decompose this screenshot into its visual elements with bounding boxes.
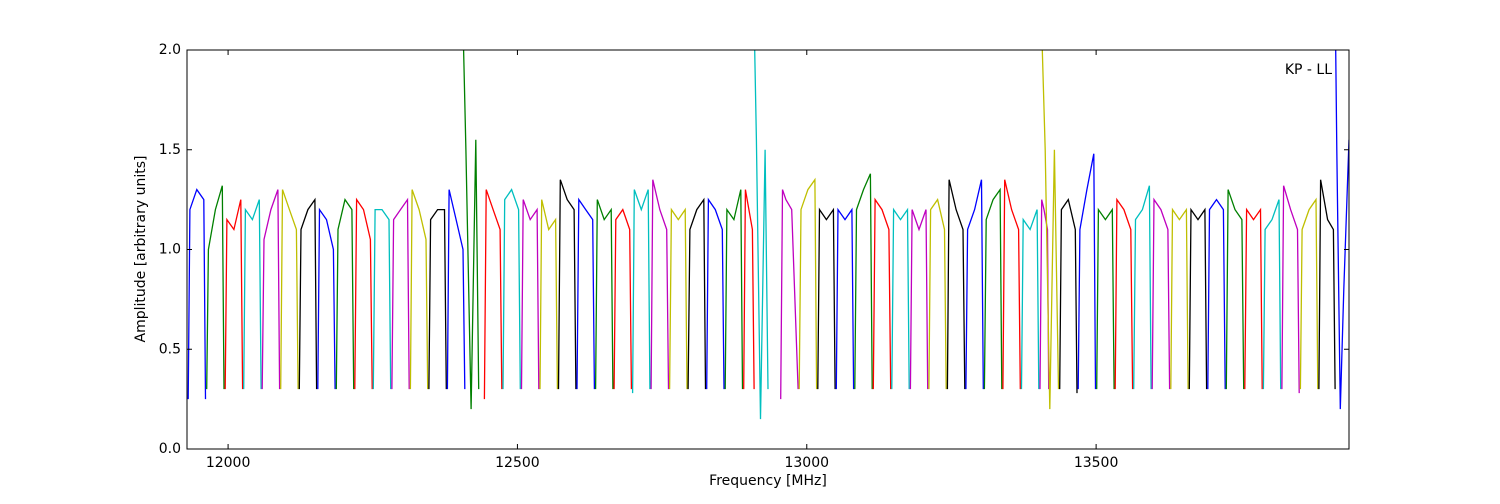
spectrum-line [1281,185,1300,394]
spectrum-line [1133,185,1152,390]
spectrum-line [1077,153,1097,390]
axes-frame [186,49,1350,450]
spectrum-line [1114,197,1134,390]
y-axis-label: Amplitude [arbitrary units] [133,156,149,343]
spectrum-line [1225,189,1245,390]
spectrum-line [206,185,225,390]
spectrum-line [854,173,873,390]
spectrum-line [1318,179,1336,390]
spectrum-line [909,209,929,390]
plot-area [187,50,1349,420]
spectrum-line [1059,198,1078,394]
spectrum-line [1335,50,1349,410]
spectrum-line [1020,209,1040,390]
spectrum-line [798,177,818,390]
spectrum-line [261,189,281,390]
spectrum-line [780,189,799,400]
spectrum-line [502,188,521,390]
spectrum-line [1188,207,1208,390]
spectrum-line [280,189,299,390]
spectrum-line [1207,198,1226,390]
spectrum-line [428,208,447,390]
spectrum-line [706,197,725,390]
spectrum-line [446,189,466,390]
spectrum-line [539,199,559,390]
spectrum-line [613,208,633,390]
spectrum-line [983,187,1003,390]
y-tick-label: 0.0 [159,441,181,457]
spectrum-line [946,179,966,390]
spectrum-line [391,197,410,390]
spectrum-line [594,199,614,390]
spectrum-line [335,198,355,390]
spectrum-line [1096,207,1115,390]
spectrum-line [187,188,207,400]
spectrum-line [872,197,892,390]
spectrum-line [1002,179,1021,390]
spectrum-line [354,197,373,390]
spectrum-line [298,197,318,390]
spectrum-line [372,208,392,390]
spectrum-line [650,179,670,390]
spectrum-line [835,207,855,390]
y-tick-label: 1.0 [159,242,181,258]
spectrum-line [576,197,596,390]
spectrum-line [1244,207,1263,390]
spectrum-line [1041,50,1060,410]
spectrum-line [409,189,429,390]
y-tick-label: 0.5 [159,341,181,357]
spectrum-line [965,179,984,390]
spectrum-line [520,199,540,390]
spectrum-line [891,207,910,390]
spectrum-line [462,50,480,410]
spectrum-line [631,189,651,394]
x-axis-label: Frequency [MHz] [709,473,827,489]
y-tick-label: 1.5 [159,142,181,158]
spectrum-line [724,189,744,390]
x-tick-label: 12000 [206,455,251,471]
spectrum-line [317,207,336,390]
x-tick-label: 13000 [784,455,829,471]
spectrum-line [1151,197,1171,390]
spectrum-line [243,199,262,390]
spectrum-line [1299,197,1319,390]
spectrum-line [1262,199,1282,390]
spectrum-line [224,199,244,390]
y-tick-label: 2.0 [159,42,181,58]
spectrum-line [928,198,947,390]
spectrum-line [754,50,769,420]
spectrum-line [687,197,707,390]
spectrum-line [1170,207,1189,390]
spectrum-line [817,207,836,390]
x-tick-label: 13500 [1074,455,1119,471]
spectrum-line [743,189,755,390]
annotation: KP - LL [1285,62,1332,78]
x-tick-label: 12500 [495,455,540,471]
spectrum-line [483,189,503,400]
spectrum-line [668,207,688,390]
spectrum-line [557,179,577,390]
